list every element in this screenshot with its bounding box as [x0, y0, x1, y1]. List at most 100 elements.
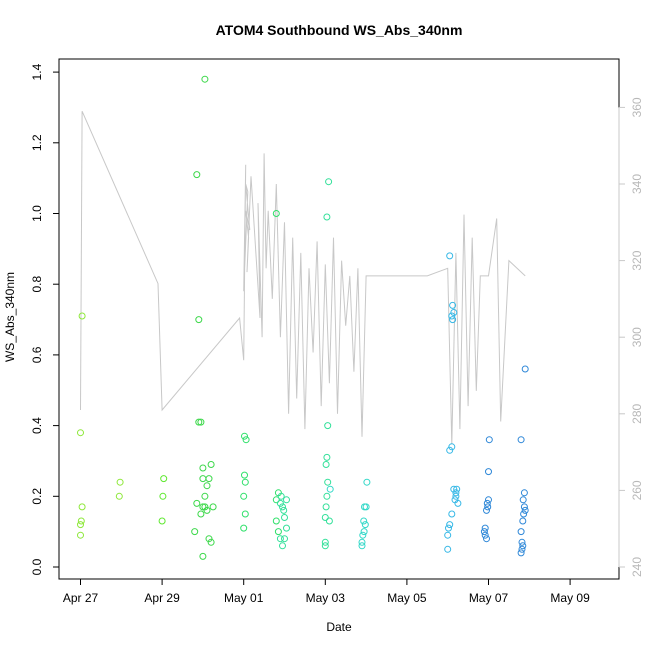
x-axis: Apr 27 Apr 29 May 01 May 03 May 05 May 07 May …	[63, 578, 590, 605]
chart-title: ATOM4 Southbound WS_Abs_340nm	[216, 22, 463, 38]
data-point	[272, 517, 280, 525]
data-point	[360, 517, 368, 525]
data-point	[199, 503, 207, 511]
data-point	[324, 422, 332, 430]
data-point	[195, 316, 203, 324]
x-tick-label: Apr 29	[144, 591, 180, 605]
data-point	[201, 75, 209, 83]
data-point	[358, 538, 366, 546]
data-point	[518, 538, 526, 546]
data-point	[205, 535, 213, 543]
data-point	[520, 489, 528, 497]
data-point	[283, 496, 290, 504]
data-point	[325, 517, 333, 525]
data-point	[281, 535, 288, 543]
data-point	[322, 503, 330, 511]
data-point	[321, 542, 329, 550]
data-point	[517, 528, 525, 536]
data-point	[449, 316, 457, 324]
data-point	[445, 524, 452, 532]
data-point	[446, 252, 454, 260]
y-axis-label: WS_Abs_340nm	[3, 272, 17, 362]
data-point	[191, 528, 199, 536]
data-point	[159, 492, 167, 500]
data-point	[78, 312, 86, 320]
data-point	[280, 506, 288, 514]
data-point	[77, 531, 84, 539]
data-point	[485, 468, 492, 476]
data-point	[199, 464, 207, 472]
y-tick-label: 0.8	[30, 276, 44, 293]
data-point	[325, 178, 333, 186]
data-point	[454, 499, 462, 507]
data-point	[446, 446, 454, 454]
secondary-y-axis: 240 260 280 300 320 340 360	[618, 97, 644, 577]
data-point	[446, 521, 454, 529]
data-point	[283, 524, 290, 532]
data-point	[484, 503, 492, 511]
data-point	[450, 485, 458, 493]
y-tick-label: 1.2	[30, 134, 44, 151]
data-point	[517, 549, 525, 557]
data-point	[519, 517, 527, 525]
data-point	[115, 492, 123, 500]
data-point	[483, 535, 490, 543]
data-point	[323, 213, 331, 221]
data-point	[363, 478, 371, 486]
data-point	[240, 524, 248, 532]
data-point	[448, 312, 456, 320]
secondary-y-tick-label: 300	[630, 327, 644, 347]
data-point	[77, 429, 84, 437]
y-tick-label: 0.6	[30, 346, 44, 363]
data-point	[361, 521, 369, 529]
x-tick-label: May 07	[469, 591, 509, 605]
data-point	[197, 510, 205, 518]
y-tick-label: 1.0	[30, 205, 44, 222]
data-point	[521, 365, 529, 373]
secondary-y-tick-label: 320	[630, 250, 644, 270]
secondary-series-line	[80, 110, 526, 445]
data-point	[116, 478, 124, 486]
data-point	[77, 517, 85, 525]
data-point	[453, 485, 461, 493]
data-point	[77, 521, 84, 529]
data-point	[321, 538, 329, 546]
data-point	[448, 510, 456, 518]
data-point	[449, 301, 457, 309]
data-point	[209, 503, 217, 511]
data-point	[520, 503, 528, 511]
data-point	[241, 478, 249, 486]
data-point	[240, 492, 248, 500]
secondary-y-tick-label: 360	[630, 97, 644, 117]
data-point	[274, 528, 282, 536]
data-point	[205, 475, 213, 483]
data-point	[195, 418, 203, 426]
data-point	[160, 475, 168, 483]
secondary-y-tick-label: 240	[630, 557, 644, 577]
data-point	[362, 503, 370, 511]
data-point	[158, 517, 166, 525]
data-point	[326, 485, 334, 493]
x-tick-label: May 03	[306, 591, 346, 605]
y-tick-label: 1.4	[30, 63, 44, 80]
data-point	[450, 309, 458, 316]
data-point	[452, 489, 460, 497]
data-point	[207, 538, 215, 546]
data-point	[519, 542, 527, 550]
data-point	[277, 492, 285, 500]
data-point	[322, 461, 330, 468]
data-point	[279, 542, 286, 550]
secondary-y-tick-label: 260	[630, 480, 644, 500]
data-point	[359, 531, 367, 539]
data-point	[203, 482, 211, 490]
x-axis-label: Date	[326, 620, 352, 634]
data-point	[452, 492, 460, 500]
data-point	[517, 436, 525, 444]
data-point	[201, 492, 209, 500]
data-point	[480, 528, 488, 536]
data-point	[518, 545, 526, 553]
data-point	[193, 171, 201, 179]
data-point	[276, 499, 284, 507]
data-point	[360, 528, 368, 536]
